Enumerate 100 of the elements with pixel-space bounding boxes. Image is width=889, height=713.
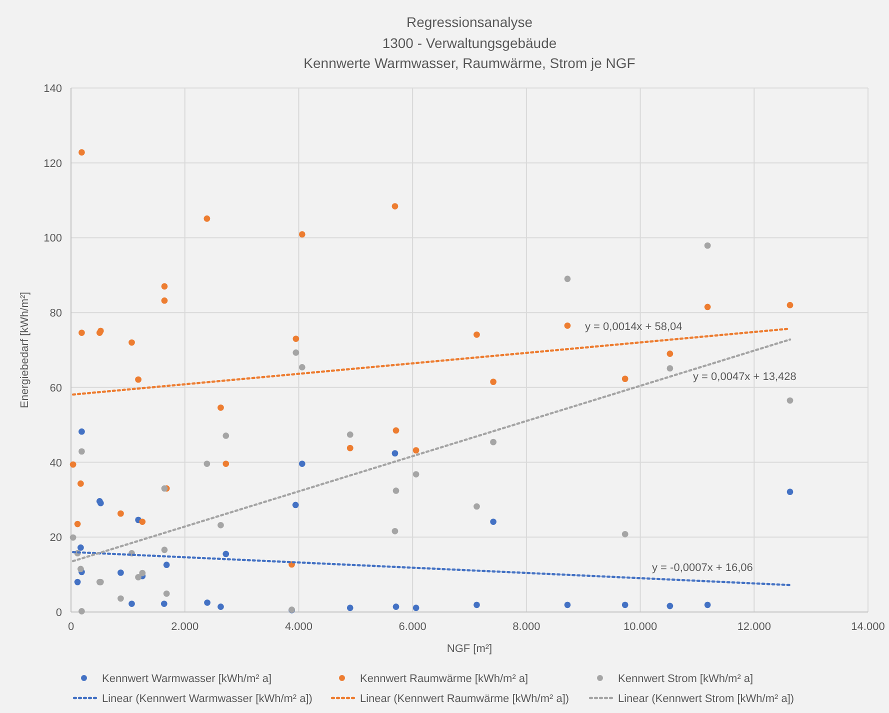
point <box>474 602 480 608</box>
point <box>392 427 400 434</box>
point <box>392 488 400 494</box>
point <box>160 600 168 607</box>
y-tick-label: 40 <box>50 457 62 470</box>
point <box>78 428 85 435</box>
point <box>392 604 400 610</box>
point <box>622 602 628 608</box>
chart-title: Regressionsanalyse <box>406 14 533 30</box>
point <box>135 376 142 383</box>
point <box>77 566 84 572</box>
point <box>218 604 224 610</box>
y-tick-label: 0 <box>56 607 62 619</box>
point <box>292 349 300 356</box>
point <box>298 364 306 370</box>
x-axis-title: NGF [m²] <box>446 643 492 655</box>
point <box>128 600 135 607</box>
x-tick-label: 2.000 <box>171 621 199 633</box>
legend-label: Linear (Kennwert Warmwasser [kWh/m² a]) <box>102 693 312 705</box>
point <box>292 502 299 508</box>
point <box>412 604 420 612</box>
x-tick-label: 10.000 <box>623 621 658 633</box>
point <box>70 461 76 468</box>
point <box>78 330 85 336</box>
chart-subtitle: 1300 - Verwaltungsgebäude Kennwerte Warmwasser, Raumwärme, Strom je NGF <box>304 35 636 71</box>
point <box>204 215 210 222</box>
x-tick-label: 0 <box>68 621 74 633</box>
point <box>392 450 398 457</box>
point <box>392 203 398 210</box>
point <box>786 488 794 496</box>
point <box>564 276 571 282</box>
point <box>392 528 398 534</box>
point <box>474 503 480 510</box>
point <box>161 546 168 554</box>
y-tick-label: 60 <box>50 382 62 394</box>
point <box>139 570 146 576</box>
point <box>161 297 168 304</box>
point <box>218 404 224 411</box>
point <box>118 570 124 576</box>
legend-label: Kennwert Warmwasser [kWh/m² a] <box>102 673 272 685</box>
point <box>78 149 85 156</box>
y-axis-title: Energiebedarf [kWh/m²] <box>19 292 31 408</box>
point <box>222 432 230 439</box>
point <box>704 304 711 310</box>
point <box>412 471 420 478</box>
x-tick-label: 14.000 <box>851 621 885 633</box>
annotation: y = 0,0047x + 13,428 <box>693 371 796 383</box>
point <box>70 534 76 541</box>
point <box>564 322 571 329</box>
point <box>118 510 124 517</box>
point <box>204 460 210 467</box>
x-tick-label: 8.000 <box>512 621 540 633</box>
point <box>298 460 306 467</box>
point <box>222 460 230 467</box>
y-tick-label: 120 <box>44 158 62 170</box>
point <box>77 544 84 551</box>
point <box>298 231 306 238</box>
point <box>666 602 674 610</box>
point <box>78 448 85 455</box>
annotation: y = 0,0014x + 58,04 <box>585 321 682 333</box>
point <box>490 378 496 386</box>
point <box>139 518 146 525</box>
point <box>490 518 496 525</box>
point <box>128 339 135 346</box>
annotation: y = -0,0007x + 16,06 <box>652 562 753 574</box>
point <box>163 562 170 568</box>
legend-label: Kennwert Raumwärme [kWh/m² a] <box>360 673 528 685</box>
point <box>666 365 674 372</box>
legend-label: Linear (Kennwert Strom [kWh/m² a]) <box>618 693 794 705</box>
point <box>161 283 168 290</box>
x-tick-label: 6.000 <box>398 621 426 633</box>
legend-label: Linear (Kennwert Raumwärme [kWh/m² a]) <box>360 693 570 705</box>
point <box>622 530 628 538</box>
legend-label: Kennwert Strom [kWh/m² a] <box>618 673 754 685</box>
point <box>74 520 81 528</box>
point <box>474 331 480 338</box>
point <box>78 608 85 614</box>
point <box>204 599 210 606</box>
point <box>135 574 142 580</box>
y-tick-label: 80 <box>50 308 62 320</box>
point <box>218 522 224 528</box>
point <box>292 336 300 342</box>
y-tick-label: 20 <box>50 532 62 544</box>
point <box>163 590 170 597</box>
point <box>622 376 628 382</box>
point <box>118 595 124 602</box>
point <box>346 431 354 438</box>
point <box>74 578 81 586</box>
point <box>704 602 711 608</box>
point <box>77 480 84 487</box>
x-tick-label: 4.000 <box>284 621 312 633</box>
point <box>346 444 354 452</box>
point <box>704 242 711 249</box>
point <box>346 604 354 612</box>
point <box>666 350 674 357</box>
point <box>490 438 496 446</box>
point <box>786 302 794 308</box>
point <box>412 447 420 454</box>
y-tick-label: 140 <box>44 83 62 95</box>
point <box>564 602 571 608</box>
